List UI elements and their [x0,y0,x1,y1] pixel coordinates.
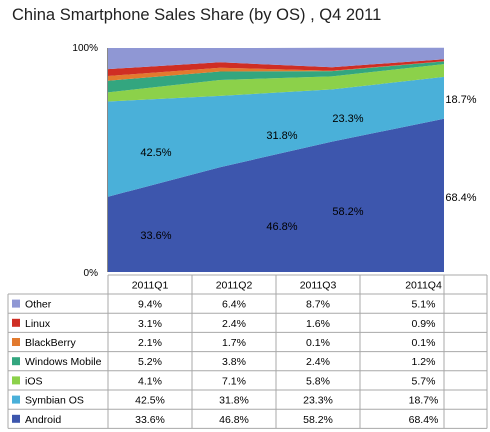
table-cell-ios: 5.8% [306,375,330,387]
table-cell-other: 8.7% [306,299,330,311]
table-cell-ios: 5.7% [412,375,436,387]
legend-entry-android: Android [25,414,61,426]
x-tick-label: 2011Q3 [300,280,337,292]
data-label-android: 46.8% [266,221,297,233]
area-band-linux [108,59,444,76]
table-cell-symbian-os: 23.3% [303,395,333,407]
data-label-android: 68.4% [445,192,476,204]
area-band-ios [108,64,444,102]
x-tick-label: 2011Q2 [216,280,253,292]
y-tick-label: 100% [72,43,98,54]
area-band-windows-mobile [108,61,444,93]
data-label-symbian-os: 18.7% [445,94,476,106]
legend-entry-other: Other [25,299,52,311]
legend-entry-blackberry: BlackBerry [25,337,77,349]
table-cell-linux: 2.4% [222,318,246,330]
table-cell-windows-mobile: 5.2% [138,356,162,368]
table-cell-android: 58.2% [303,414,333,426]
legend-entry-symbian-os: Symbian OS [25,395,84,407]
x-tick-label: 2011Q4 [405,280,442,292]
table-cell-blackberry: 0.1% [412,337,436,349]
legend-swatch-ios [12,376,20,385]
area-band-android [108,118,444,272]
table-cell-windows-mobile: 3.8% [222,356,246,368]
table-cell-android: 46.8% [219,414,249,426]
table-cell-ios: 4.1% [138,375,162,387]
table-cell-android: 68.4% [409,414,439,426]
legend-swatch-windows-mobile [12,357,20,366]
data-label-symbian-os: 23.3% [332,113,363,125]
table-cell-blackberry: 0.1% [306,337,330,349]
legend-swatch-android [12,414,20,423]
table-cell-other: 9.4% [138,299,162,311]
y-tick-label: 0% [84,268,99,279]
table-cell-windows-mobile: 2.4% [306,356,330,368]
legend-entry-windows-mobile: Windows Mobile [25,356,102,368]
legend-swatch-blackberry [12,338,20,346]
area-band-other [108,47,444,70]
x-tick-label: 2011Q1 [132,280,169,292]
table-cell-other: 5.1% [412,299,436,311]
table-cell-symbian-os: 42.5% [135,395,165,407]
table-cell-android: 33.6% [135,414,165,426]
table-cell-linux: 0.9% [412,318,436,330]
table-cell-linux: 1.6% [306,318,330,330]
table-cell-blackberry: 2.1% [138,337,162,349]
data-label-android: 58.2% [332,206,363,218]
data-label-android: 33.6% [140,230,171,242]
legend-swatch-symbian-os [12,395,20,404]
area-band-blackberry [108,61,444,81]
legend-swatch-linux [12,318,20,327]
area-band-symbian-os [108,76,444,197]
legend-swatch-other [12,299,20,308]
table-cell-ios: 7.1% [222,375,246,387]
data-label-symbian-os: 31.8% [266,130,297,142]
table-cell-windows-mobile: 1.2% [412,356,436,368]
legend-entry-linux: Linux [25,318,51,330]
table-cell-symbian-os: 18.7% [409,395,439,407]
table-cell-other: 6.4% [222,299,246,311]
data-label-symbian-os: 42.5% [140,147,171,159]
legend-entry-ios: iOS [25,375,43,387]
chart-title: China Smartphone Sales Share (by OS) , Q… [12,6,382,24]
table-cell-symbian-os: 31.8% [219,395,249,407]
table-cell-linux: 3.1% [138,318,162,330]
table-cell-blackberry: 1.7% [222,337,246,349]
